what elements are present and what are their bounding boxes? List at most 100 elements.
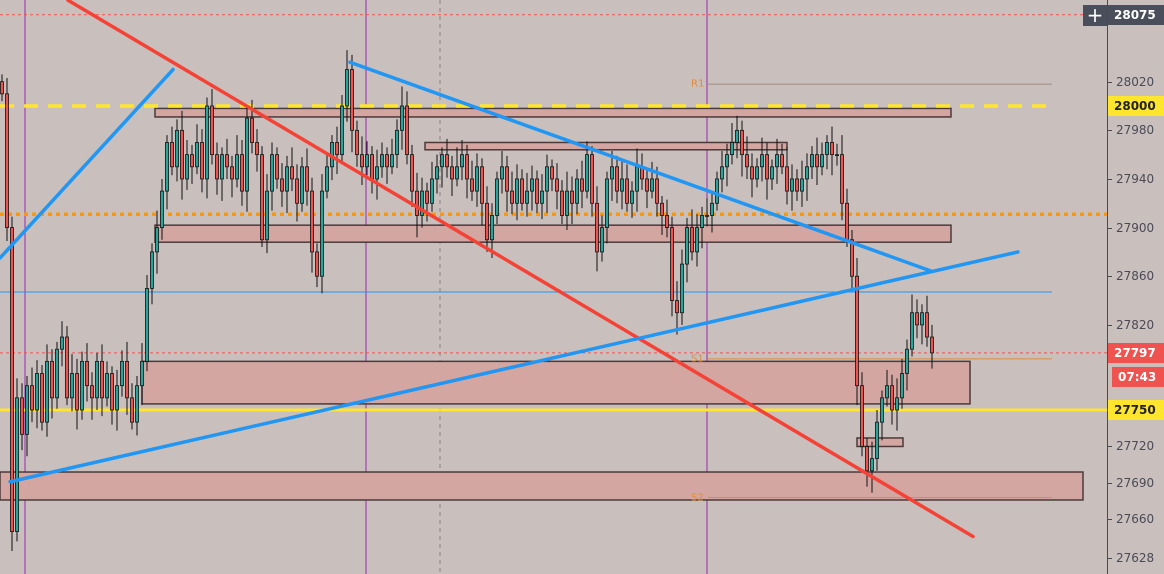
- candle-body: [800, 178, 804, 192]
- tick-mark: [1107, 178, 1112, 180]
- candle-body: [345, 69, 349, 107]
- last-price-badge: 27797: [1108, 342, 1164, 363]
- candle-body: [495, 178, 499, 216]
- candle-body: [340, 105, 344, 156]
- price-tick-label: 27900: [1116, 220, 1155, 235]
- candle-body: [755, 166, 759, 180]
- candle-body: [735, 129, 739, 143]
- candle-body: [305, 166, 309, 192]
- candle-body: [705, 215, 709, 217]
- candle-body: [75, 373, 79, 411]
- candle-body: [165, 142, 169, 192]
- candle-body: [900, 373, 904, 399]
- price-tick-label: 28020: [1116, 74, 1155, 89]
- candle-body: [315, 251, 319, 277]
- candle-body: [215, 154, 219, 180]
- price-tick-label: 27820: [1116, 317, 1155, 332]
- candle-body: [605, 178, 609, 229]
- candle-body: [275, 154, 279, 180]
- price-axis[interactable]: [1107, 0, 1164, 574]
- candle-body: [280, 178, 284, 192]
- candle-body: [880, 397, 884, 423]
- candle-body: [25, 385, 29, 435]
- candle-body: [535, 178, 539, 204]
- candle-body: [155, 227, 159, 253]
- candle-body: [335, 142, 339, 156]
- tick-mark: [1107, 482, 1112, 484]
- candle-body: [260, 154, 264, 241]
- tick-mark: [1107, 130, 1112, 132]
- candle-body: [685, 227, 689, 265]
- candle-body: [660, 202, 664, 216]
- candle-body: [10, 227, 14, 533]
- candle-body: [385, 154, 389, 168]
- candle-body: [600, 227, 604, 253]
- level-badge-27750: 27750: [1108, 400, 1164, 420]
- candle-body: [515, 178, 519, 204]
- candle-body: [825, 142, 829, 156]
- price-plot[interactable]: [0, 0, 1107, 574]
- candle-body: [425, 190, 429, 204]
- candle-body: [195, 142, 199, 168]
- candle-body: [780, 154, 784, 168]
- top-price-badge: 28075: [1108, 4, 1164, 25]
- candle-body: [865, 446, 869, 472]
- candle-body: [720, 166, 724, 180]
- candle-body: [665, 215, 669, 229]
- price-tick-label: 27860: [1116, 269, 1155, 284]
- tick-mark: [1107, 227, 1112, 229]
- candle-body: [835, 154, 839, 157]
- candle-body: [680, 263, 684, 314]
- candle-body: [240, 154, 244, 192]
- candle-body: [105, 373, 109, 399]
- candle-body: [795, 178, 799, 192]
- candle-body: [310, 190, 314, 253]
- candle-body: [745, 154, 749, 168]
- candle-body: [675, 300, 679, 314]
- zone-rectangle: [0, 471, 1084, 501]
- candle-body: [430, 178, 434, 204]
- candle-body: [490, 215, 494, 241]
- candle-body: [115, 385, 119, 411]
- candle-body: [230, 166, 234, 180]
- price-tick-label: 27628: [1116, 551, 1155, 566]
- level-badge-28000: 28000: [1108, 96, 1164, 116]
- candle-body: [760, 154, 764, 168]
- price-tick-label: 27940: [1116, 171, 1155, 186]
- candle-body: [45, 360, 49, 423]
- tick-mark: [1107, 519, 1112, 521]
- candle-body: [185, 154, 189, 180]
- candle-body: [910, 312, 914, 350]
- candle-body: [545, 166, 549, 192]
- candle-body: [775, 154, 779, 168]
- candle-body: [830, 142, 834, 156]
- candle-body: [250, 117, 254, 143]
- candle-body: [415, 190, 419, 216]
- candle-body: [855, 275, 859, 387]
- candle-body: [840, 154, 844, 204]
- candle-body: [460, 154, 464, 168]
- candle-body: [325, 166, 329, 192]
- candle-body: [170, 142, 174, 168]
- candle-body: [360, 154, 364, 168]
- candle-body: [905, 348, 909, 374]
- crosshair-plus-icon[interactable]: +: [1083, 5, 1107, 26]
- candle-body: [95, 360, 99, 399]
- candle-body: [80, 360, 84, 411]
- candle-body: [200, 142, 204, 180]
- candle-body: [895, 397, 899, 411]
- candle-body: [885, 385, 889, 399]
- candle-body: [750, 166, 754, 180]
- candle-body: [55, 348, 59, 399]
- candle-body: [160, 190, 164, 228]
- candle-body: [915, 312, 919, 326]
- candle-body: [130, 397, 134, 423]
- candle-body: [585, 154, 589, 192]
- price-tick-label: 27660: [1116, 512, 1155, 527]
- candle-body: [715, 178, 719, 204]
- tick-mark: [1107, 324, 1112, 326]
- candle-body: [285, 166, 289, 192]
- candle-body: [440, 154, 444, 168]
- candle-body: [520, 178, 524, 204]
